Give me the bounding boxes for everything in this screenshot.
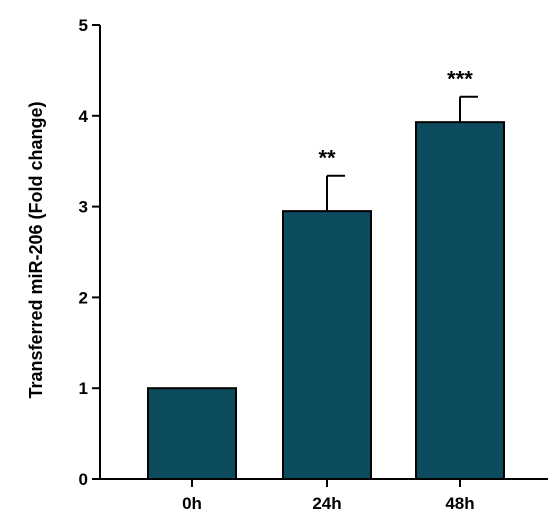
bar <box>415 121 505 480</box>
x-tick-label: 0h <box>182 494 202 513</box>
y-tick-label: 2 <box>79 288 88 307</box>
y-tick-label: 4 <box>79 107 89 126</box>
x-tick-label: 24h <box>312 494 341 513</box>
significance-mark: *** <box>447 67 473 92</box>
y-tick-label: 0 <box>79 470 88 489</box>
significance-mark: ** <box>318 146 336 171</box>
x-axis: 0h 24h 48h <box>100 478 548 513</box>
bars <box>147 121 505 481</box>
bar <box>147 387 237 481</box>
significance-marks: ***** <box>318 67 473 171</box>
bar <box>282 210 372 480</box>
x-tick-label: 48h <box>445 494 474 513</box>
y-tick-label: 3 <box>79 198 88 217</box>
y-tick-label: 1 <box>79 379 88 398</box>
error-bars <box>326 95 478 212</box>
y-tick-label: 5 <box>79 16 88 35</box>
y-axis-title: Transferred miR-206 (Fold change) <box>26 101 46 398</box>
y-axis: 0 1 2 3 4 5 <box>79 16 101 489</box>
